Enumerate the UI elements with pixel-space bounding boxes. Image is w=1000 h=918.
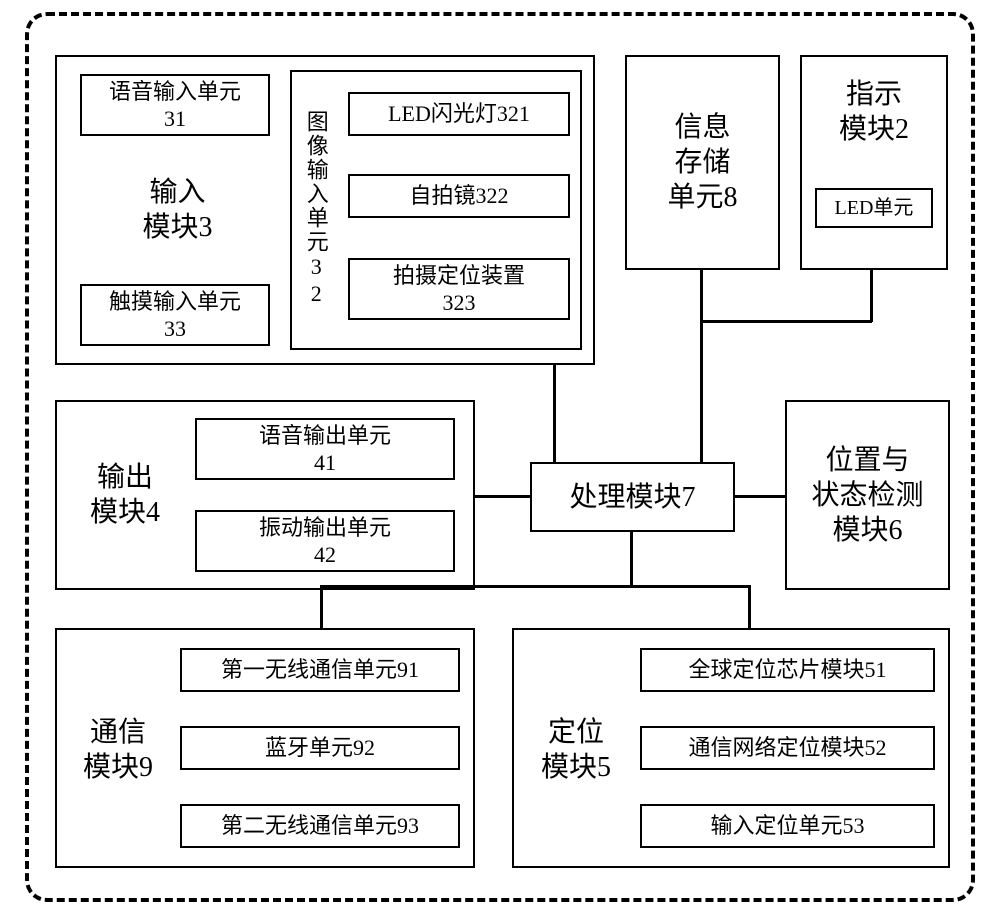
input-locate-unit: 输入定位单元53 — [640, 804, 935, 848]
bluetooth-unit: 蓝牙单元92 — [180, 726, 460, 770]
vibration-output-unit: 振动输出单元42 — [195, 510, 455, 572]
shoot-position-unit: 拍摄定位装置323 — [348, 258, 570, 320]
wireless1-unit: 第一无线通信单元91 — [180, 648, 460, 692]
processing-module: 处理模块7 — [530, 462, 735, 532]
wireless2-unit: 第二无线通信单元93 — [180, 804, 460, 848]
voice-input-label: 语音输入单元31 — [109, 78, 241, 133]
input-locate-label: 输入定位单元53 — [710, 812, 864, 840]
wireless2-label: 第二无线通信单元93 — [221, 812, 419, 840]
conn-proc-down-v — [630, 532, 633, 587]
locate-module-label: 定位模块5 — [541, 715, 611, 785]
conn-input-proc-v — [553, 365, 556, 462]
conn-ind-v — [870, 270, 873, 322]
conn-comm-v — [320, 585, 323, 628]
image-input-label: 图像输入单元32 — [302, 110, 330, 308]
selfie-mirror-unit: 自拍镜322 — [348, 174, 570, 218]
input-module-label: 输入模块3 — [142, 175, 212, 245]
net-locate-unit: 通信网络定位模块52 — [640, 726, 935, 770]
net-locate-label: 通信网络定位模块52 — [688, 734, 886, 762]
info-storage-module: 信息存储单元8 — [625, 55, 780, 270]
comm-module-title: 通信模块9 — [62, 700, 174, 800]
led-flash-unit: LED闪光灯321 — [348, 92, 570, 136]
pos-state-module: 位置与状态检测模块6 — [785, 400, 950, 590]
conn-locate-v — [748, 585, 751, 628]
selfie-label: 自拍镜322 — [409, 182, 508, 210]
comm-module-label: 通信模块9 — [83, 715, 153, 785]
gps-label: 全球定位芯片模块51 — [688, 656, 886, 684]
conn-info-v — [700, 270, 703, 322]
conn-info-ind-h — [700, 320, 872, 323]
touch-input-label: 触摸输入单元33 — [109, 288, 241, 343]
locate-module-title: 定位模块5 — [520, 700, 632, 800]
voice-output-unit: 语音输出单元41 — [195, 418, 455, 480]
info-storage-label: 信息存储单元8 — [667, 110, 737, 215]
conn-split-h — [320, 585, 750, 588]
conn-output-proc-h — [475, 495, 530, 498]
image-input-vlabel: 图像输入单元32 — [296, 75, 336, 343]
indicator-module: 指示模块2 — [800, 55, 948, 270]
gps-unit: 全球定位芯片模块51 — [640, 648, 935, 692]
led-unit: LED单元 — [815, 188, 933, 228]
processing-label: 处理模块7 — [569, 480, 695, 515]
touch-input-unit: 触摸输入单元33 — [80, 284, 270, 346]
led-unit-label: LED单元 — [835, 196, 914, 221]
voice-input-unit: 语音输入单元31 — [80, 74, 270, 136]
conn-info-proc-v — [700, 320, 703, 462]
led-flash-label: LED闪光灯321 — [388, 100, 530, 128]
indicator-label: 指示模块2 — [839, 77, 909, 147]
voice-output-label: 语音输出单元41 — [259, 422, 391, 477]
bluetooth-label: 蓝牙单元92 — [265, 734, 375, 762]
wireless1-label: 第一无线通信单元91 — [221, 656, 419, 684]
pos-state-label: 位置与状态检测模块6 — [811, 443, 923, 548]
conn-proc-posstate-h — [735, 495, 785, 498]
shoot-pos-label: 拍摄定位装置323 — [393, 262, 525, 317]
vib-output-label: 振动输出单元42 — [259, 514, 391, 569]
output-module-title: 输出模块4 — [60, 420, 190, 570]
output-module-label: 输出模块4 — [90, 460, 160, 530]
